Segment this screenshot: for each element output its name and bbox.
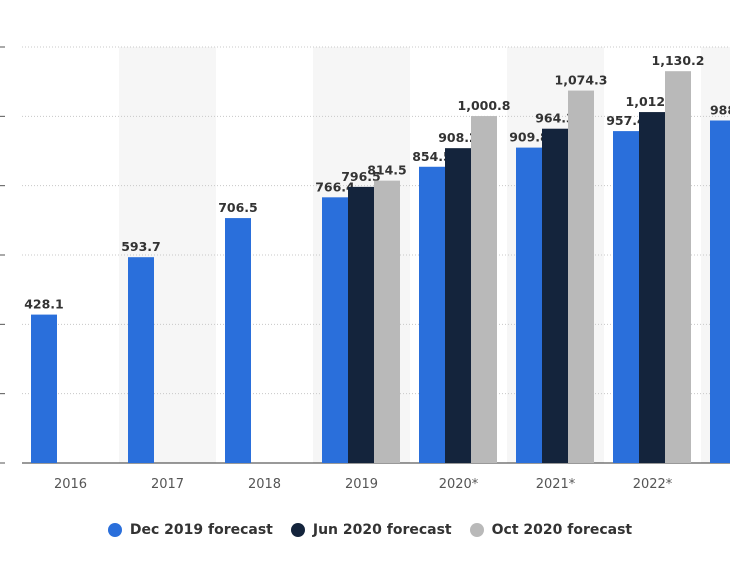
- bar-0-6: [613, 131, 639, 464]
- chart-svg: 428.1 593.7 706.5 766.4 854.5 909.8 957.4 988 79…: [0, 46, 730, 492]
- data-label-0-1: 593.7: [121, 239, 161, 254]
- x-tick-label-0: 2016: [54, 477, 87, 492]
- x-tick-label-2: 2018: [248, 477, 281, 492]
- x-tick-label-1: 2017: [151, 477, 184, 492]
- bar-0-4: [419, 166, 445, 464]
- data-label-0-2: 706.5: [218, 200, 258, 215]
- bar-0-0: [31, 314, 57, 463]
- legend-label-dec-2019: Dec 2019 forecast: [129, 522, 273, 538]
- x-tick-label-4: 2020*: [439, 477, 479, 492]
- x-tick-label-5: 2021*: [536, 477, 576, 492]
- bar-1-3: [348, 186, 374, 463]
- legend-swatch-oct-2020: [469, 523, 484, 537]
- data-label-0-0: 428.1: [24, 297, 64, 312]
- data-label-0-5: 909.8: [509, 130, 549, 145]
- bar-2-4: [471, 116, 497, 463]
- legend-item-dec-2019[interactable]: Dec 2019 forecast: [107, 522, 273, 538]
- bar-0-2: [225, 218, 251, 463]
- data-label-0-7: 988: [710, 102, 730, 117]
- data-label-2-5: 1,074.3: [555, 73, 608, 88]
- data-label-1-4: 908.2: [438, 130, 478, 145]
- data-label-2-4: 1,000.8: [458, 98, 511, 113]
- bar-1-6: [639, 112, 665, 463]
- bar-1-5: [542, 128, 568, 463]
- legend-item-oct-2020[interactable]: Oct 2020 forecast: [469, 522, 633, 538]
- x-tick-label-6: 2022*: [633, 477, 673, 492]
- legend-item-jun-2020[interactable]: Jun 2020 forecast: [290, 522, 452, 538]
- data-label-2-3: 814.5: [367, 163, 407, 178]
- legend-swatch-jun-2020: [290, 523, 305, 537]
- data-label-2-6: 1,130.2: [652, 53, 705, 68]
- bar-0-7: [710, 120, 730, 463]
- bar-1-4: [445, 148, 471, 463]
- bar-0-3: [322, 197, 348, 463]
- legend-swatch-dec-2019: [107, 523, 122, 537]
- bar-0-1: [128, 257, 154, 463]
- data-label-0-6: 957.4: [606, 113, 646, 128]
- legend: Dec 2019 forecast Jun 2020 forecast Oct …: [0, 522, 730, 538]
- data-label-0-4: 854.5: [412, 149, 452, 164]
- bar-2-5: [568, 90, 594, 464]
- bar-0-5: [516, 147, 542, 463]
- data-label-1-3: 796.5: [341, 169, 381, 184]
- bar-2-6: [665, 71, 691, 464]
- x-tick-label-3: 2019: [345, 477, 378, 492]
- data-label-0-3: 766.4: [315, 179, 355, 194]
- legend-label-oct-2020: Oct 2020 forecast: [491, 522, 633, 538]
- data-label-1-5: 964.3: [535, 111, 575, 126]
- bar-2-3: [374, 180, 400, 463]
- legend-label-jun-2020: Jun 2020 forecast: [312, 522, 452, 538]
